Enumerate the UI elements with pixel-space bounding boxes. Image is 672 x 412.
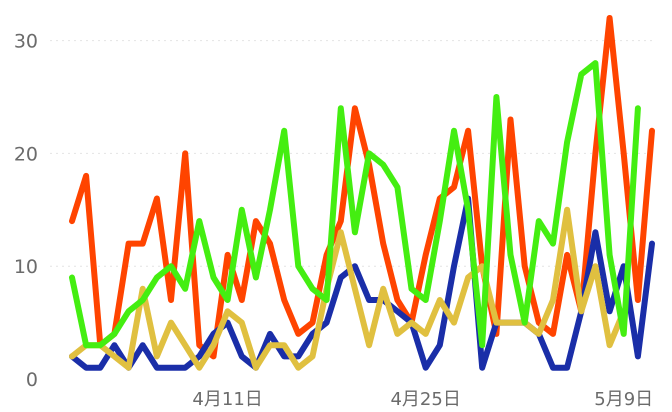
x-tick-label: 5月9日	[594, 389, 653, 410]
x-tick-label: 4月25日	[390, 389, 460, 410]
y-tick-label: 30	[14, 31, 38, 53]
y-tick-label: 20	[14, 143, 38, 165]
y-axis-ticks: 0 10 20 30	[14, 31, 38, 391]
series-line-4	[69, 206, 627, 371]
x-tick-label: 4月11日	[192, 389, 262, 410]
series-line-2	[69, 195, 655, 371]
y-tick-label: 10	[14, 256, 38, 278]
series-line-3	[69, 60, 641, 349]
x-axis-ticks: 4月11日 4月25日 5月9日	[192, 389, 653, 410]
series-line-1	[69, 15, 655, 360]
series-lines	[69, 15, 655, 371]
y-tick-label: 0	[26, 369, 38, 391]
